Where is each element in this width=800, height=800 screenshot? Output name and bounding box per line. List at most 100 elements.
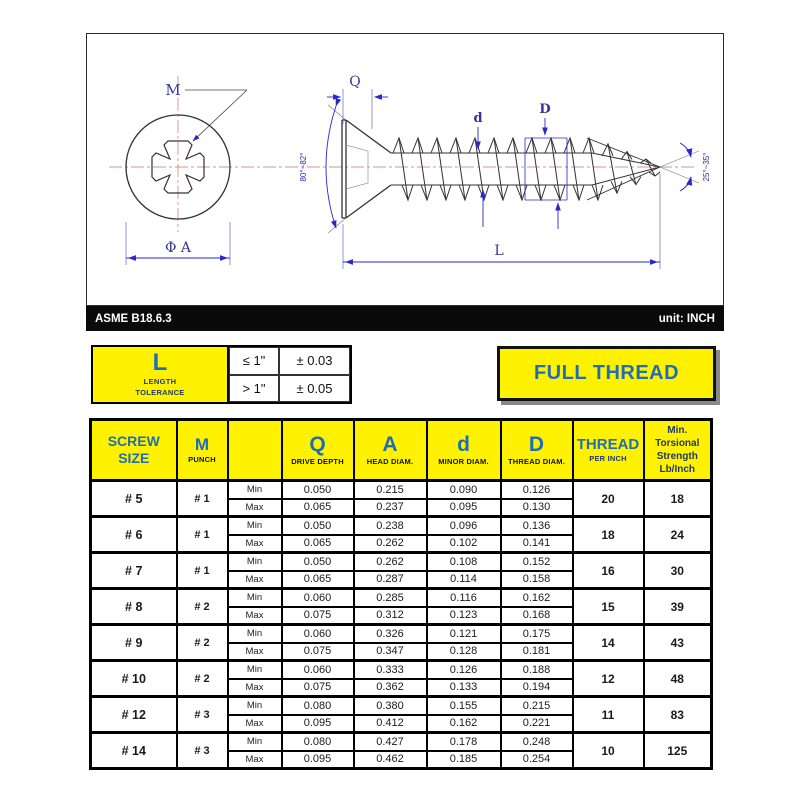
table-row: # 12 # 3 Min 0.080 0.380 0.155 0.215 11 83: [89, 695, 713, 734]
header-screw-size: SCREW SIZE: [89, 418, 178, 482]
cell-min-value: 0.060: [280, 587, 355, 608]
cell-min-label: Min: [226, 731, 283, 752]
cell-strength: 24: [642, 515, 713, 554]
cell-max-value: 0.130: [499, 498, 574, 518]
full-thread-banner: FULL THREAD: [497, 346, 716, 401]
cell-max-value: 0.065: [280, 570, 355, 590]
spec-table-body: # 5 # 1 Min 0.050 0.215 0.090 0.126 20 18 Max 0.06…: [89, 479, 713, 770]
cell-max-value: 0.075: [280, 642, 355, 662]
table-row: # 8 # 2 Min 0.060 0.285 0.116 0.162 15 39: [89, 587, 713, 626]
cell-max-value: 0.221: [499, 714, 574, 734]
cell-min-value: 0.096: [425, 515, 502, 536]
spec-table-wrap: SCREW SIZE M PUNCH Q DRIVE DEPTH A HEAD …: [89, 418, 713, 770]
spec-table-header-row: SCREW SIZE M PUNCH Q DRIVE DEPTH A HEAD …: [89, 418, 713, 482]
cell-min-value: 0.326: [352, 623, 428, 644]
cell-max-value: 0.095: [280, 714, 355, 734]
cell-min-value: 0.188: [499, 659, 574, 680]
header-head-diam: A HEAD DIAM.: [352, 418, 428, 482]
cell-min-value: 0.126: [425, 659, 502, 680]
full-thread-label: FULL THREAD: [533, 362, 680, 384]
cell-min-label: Min: [226, 515, 283, 536]
cell-max-value: 0.123: [425, 606, 502, 626]
cell-max-value: 0.312: [352, 606, 428, 626]
cell-min-value: 0.060: [280, 623, 355, 644]
cell-min-value: 0.090: [425, 479, 502, 500]
cell-max-value: 0.185: [425, 750, 502, 770]
dimension-thread-diameter: D: [524, 102, 568, 229]
cell-min-value: 0.080: [280, 731, 355, 752]
cell-screw-size: # 8: [89, 587, 178, 626]
cell-min-value: 0.080: [280, 695, 355, 716]
cell-thread-per-inch: 20: [571, 479, 645, 518]
table-subrow: Max 0.065 0.237 0.095 0.130: [91, 498, 712, 518]
screw-technical-drawing: Φ A M: [109, 74, 711, 269]
cell-min-value: 0.152: [499, 551, 574, 572]
cell-punch: # 3: [175, 731, 229, 770]
header-minor-diam: d MINOR DIAM.: [425, 418, 502, 482]
cell-strength: 125: [642, 731, 713, 770]
cell-strength: 48: [642, 659, 713, 698]
cell-min-label: Min: [226, 695, 283, 716]
cell-screw-size: # 9: [89, 623, 178, 662]
cell-thread-per-inch: 18: [571, 515, 645, 554]
cell-min-value: 0.178: [425, 731, 502, 752]
cell-strength: 18: [642, 479, 713, 518]
cell-min-value: 0.116: [425, 587, 502, 608]
centerlines: [109, 76, 695, 232]
cell-min-value: 0.175: [499, 623, 574, 644]
cell-strength: 30: [642, 551, 713, 590]
table-subrow: Max 0.095 0.462 0.185 0.254: [91, 750, 712, 770]
label-punch-ref: M: [165, 81, 180, 99]
cell-punch: # 2: [175, 659, 229, 698]
tolerance-value: ± 0.03: [279, 347, 350, 375]
cell-max-value: 0.095: [280, 750, 355, 770]
cell-min-label: Min: [226, 587, 283, 608]
cell-min-value: 0.248: [499, 731, 574, 752]
length-symbol: L: [152, 349, 168, 377]
cell-min-value: 0.155: [425, 695, 502, 716]
cell-min-value: 0.060: [280, 659, 355, 680]
table-subrow: Max 0.075 0.362 0.133 0.194: [91, 678, 712, 698]
cell-max-label: Max: [226, 642, 283, 662]
cell-strength: 83: [642, 695, 713, 734]
cell-max-value: 0.158: [499, 570, 574, 590]
cell-min-value: 0.121: [425, 623, 502, 644]
recess-hidden-line: [345, 144, 369, 190]
table-row: # 10 # 2 Min 0.060 0.333 0.126 0.188 12 48: [89, 659, 713, 698]
label-length: L: [494, 243, 503, 259]
cell-thread-per-inch: 11: [571, 695, 645, 734]
label-point-angle: 25°~35°: [702, 153, 711, 182]
cell-punch: # 1: [175, 515, 229, 554]
cell-thread-per-inch: 10: [571, 731, 645, 770]
tolerance-condition: ≤ 1": [229, 347, 279, 375]
dimension-length: L: [342, 174, 661, 269]
phillips-recess: [151, 140, 205, 194]
cell-max-value: 0.141: [499, 534, 574, 554]
cell-strength: 43: [642, 623, 713, 662]
dimension-point-angle: 25°~35°: [659, 142, 711, 192]
dimension-head-angle: 80°~82°: [299, 98, 347, 234]
cell-max-label: Max: [226, 678, 283, 698]
cell-screw-size: # 10: [89, 659, 178, 698]
header-thread-diam: D THREAD DIAM.: [499, 418, 574, 482]
label-drive-depth: Q: [349, 74, 360, 90]
cell-punch: # 1: [175, 551, 229, 590]
cell-screw-size: # 5: [89, 479, 178, 518]
cell-min-value: 0.380: [352, 695, 428, 716]
screw-side-view: [341, 119, 662, 219]
cell-max-value: 0.095: [425, 498, 502, 518]
cell-min-value: 0.427: [352, 731, 428, 752]
header-minmax-spacer: [226, 418, 283, 482]
technical-drawing-frame: Φ A M: [86, 33, 724, 306]
label-thread-diameter: D: [539, 102, 550, 117]
cell-min-value: 0.126: [499, 479, 574, 500]
cell-thread-per-inch: 15: [571, 587, 645, 626]
cell-max-value: 0.181: [499, 642, 574, 662]
cell-min-label: Min: [226, 623, 283, 644]
cell-punch: # 1: [175, 479, 229, 518]
cell-min-value: 0.215: [352, 479, 428, 500]
cell-punch: # 2: [175, 587, 229, 626]
cell-max-value: 0.065: [280, 498, 355, 518]
length-tolerance-label: LENGTH TOLERANCE: [135, 377, 185, 397]
